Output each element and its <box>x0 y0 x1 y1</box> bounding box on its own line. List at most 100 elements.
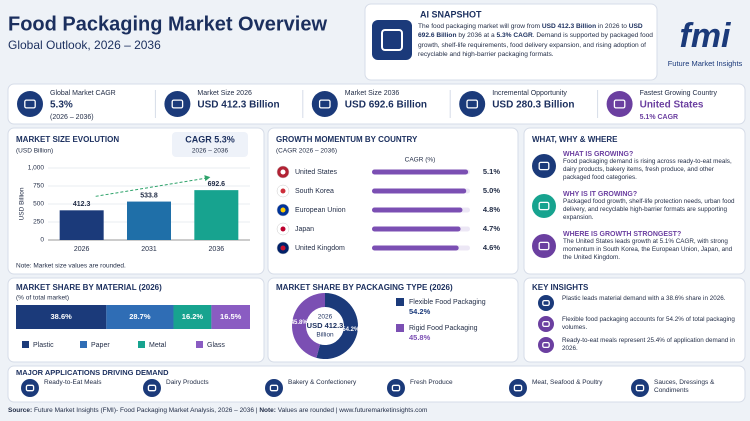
icon-glyph <box>542 299 550 307</box>
subtitle: Global Outlook, 2026 – 2036 <box>8 38 161 52</box>
icon-glyph <box>513 384 523 392</box>
kpi-value: United States <box>640 100 704 111</box>
bar <box>372 245 459 251</box>
donut-slice <box>291 293 325 358</box>
bar-segment <box>106 305 174 329</box>
value-label: 16.5% <box>220 312 242 321</box>
legend-swatch <box>22 341 29 348</box>
panel <box>523 127 746 275</box>
footer-source-label: Source: <box>8 407 33 414</box>
panel <box>523 277 746 363</box>
item-text: Food packaging demand is rising across r… <box>563 158 732 181</box>
insight-text: Ready-to-eat meals represent 25.4% of ap… <box>562 337 735 352</box>
legend-swatch <box>80 341 87 348</box>
icon-glyph <box>538 241 550 251</box>
kpi-label: Global Market CAGR <box>50 90 116 97</box>
icon-glyph <box>542 320 550 328</box>
icon-glyph <box>171 99 184 109</box>
bar <box>127 201 171 240</box>
column-header: CAGR (%) <box>405 157 436 164</box>
x-tick-label: 2036 <box>209 246 225 253</box>
snapshot-text-part: . Demand is supported by packaged food g… <box>418 32 653 59</box>
y-tick-label: 1,000 <box>28 165 45 172</box>
title: Food Packaging Market Overview <box>8 13 327 35</box>
legend-swatch <box>138 341 145 348</box>
value-label: 28.7% <box>129 312 151 321</box>
kpi-note: 5.1% CAGR <box>640 114 679 121</box>
snapshot-title: AI SNAPSHOT <box>420 9 482 19</box>
kpi-value: USD 692.6 Billion <box>345 100 427 111</box>
icon <box>265 379 283 397</box>
icon-glyph <box>538 161 550 171</box>
legend-label: Metal <box>149 342 167 349</box>
icon <box>21 379 39 397</box>
bar-segment <box>211 305 250 329</box>
application-label: Sauces, Dressings & Condiments <box>654 379 715 394</box>
kpi-value: 5.3% <box>50 100 73 111</box>
bar-segment <box>173 305 212 329</box>
icon <box>532 234 556 258</box>
snapshot-text: The food packaging market will grow from… <box>418 22 654 60</box>
chart-title: MARKET SHARE BY PACKAGING TYPE (2026) <box>276 283 453 292</box>
badge-note: 2026 – 2036 <box>192 148 229 155</box>
item-title: WHAT IS GROWING? <box>563 151 633 158</box>
snapshot-panel <box>364 3 658 81</box>
kpi-label: Market Size 2026 <box>197 90 252 97</box>
category-label: South Korea <box>295 188 334 195</box>
chart-note: Note: Market size values are rounded. <box>16 263 126 270</box>
value-label: 54.2% <box>342 327 360 333</box>
application-label: Bakery & Confectionery <box>288 379 357 386</box>
chart-title: MARKET SHARE BY MATERIAL (2026) <box>16 283 162 292</box>
footer: Source: Future Market Insights (FMI)- Fo… <box>8 407 748 414</box>
category-label: European Union <box>295 207 346 214</box>
section-title: KEY INSIGHTS <box>532 283 589 292</box>
y-tick-label: 250 <box>33 219 44 226</box>
category-label: United States <box>295 169 338 176</box>
logo-mark: fmi <box>680 17 733 55</box>
legend-label: Glass <box>207 342 225 349</box>
section-title: WHAT, WHY & WHERE <box>532 135 618 144</box>
kpi-panel <box>7 83 746 125</box>
value-label: 692.6 <box>208 181 226 188</box>
icon-glyph <box>391 384 401 392</box>
bar <box>194 190 239 240</box>
item-text: Packaged food growth, shelf-life protect… <box>563 198 735 221</box>
panel <box>7 365 746 403</box>
footer-note-label: Note: <box>259 407 276 414</box>
donut-slice <box>316 293 358 359</box>
insight-text: Plastic leads material demand with a 38.… <box>562 295 726 302</box>
icon <box>509 379 527 397</box>
bar <box>372 188 467 194</box>
value-label: 16.2% <box>182 312 204 321</box>
flag <box>280 169 286 175</box>
value-label: 5.0% <box>483 186 500 195</box>
kpi-label: Fastest Growing Country <box>640 90 718 97</box>
legend-label: Paper <box>91 342 110 349</box>
bar-segment <box>16 305 107 329</box>
bar <box>372 207 463 213</box>
center-label: Billion <box>316 332 334 339</box>
value-label: 45.8% <box>291 320 309 326</box>
icon <box>143 379 161 397</box>
footer-note: Values are rounded | <box>275 407 340 414</box>
flag <box>280 226 286 232</box>
icon <box>606 91 633 117</box>
legend-swatch <box>196 341 203 348</box>
panel <box>267 127 519 275</box>
icon <box>17 91 43 117</box>
icon <box>311 91 338 117</box>
kpi-note: (2026 – 2036) <box>50 114 94 121</box>
snapshot-text-part: USD 412.3 Billion <box>541 23 597 30</box>
y-tick-label: 500 <box>33 201 44 208</box>
snapshot-text-part: by 2036 at a <box>456 32 497 40</box>
item-text: The United States leads growth at 5.1% C… <box>563 238 733 261</box>
snapshot-text-part: 5.3% CAGR <box>496 32 533 40</box>
value-label: 38.6% <box>51 312 73 321</box>
bar <box>372 169 469 175</box>
legend-value: 45.8% <box>409 333 431 342</box>
legend-swatch <box>396 324 404 332</box>
icon <box>538 316 554 332</box>
icon-glyph <box>24 99 36 109</box>
icon-glyph <box>635 384 645 392</box>
section-title: MAJOR APPLICATIONS DRIVING DEMAND <box>16 368 169 377</box>
